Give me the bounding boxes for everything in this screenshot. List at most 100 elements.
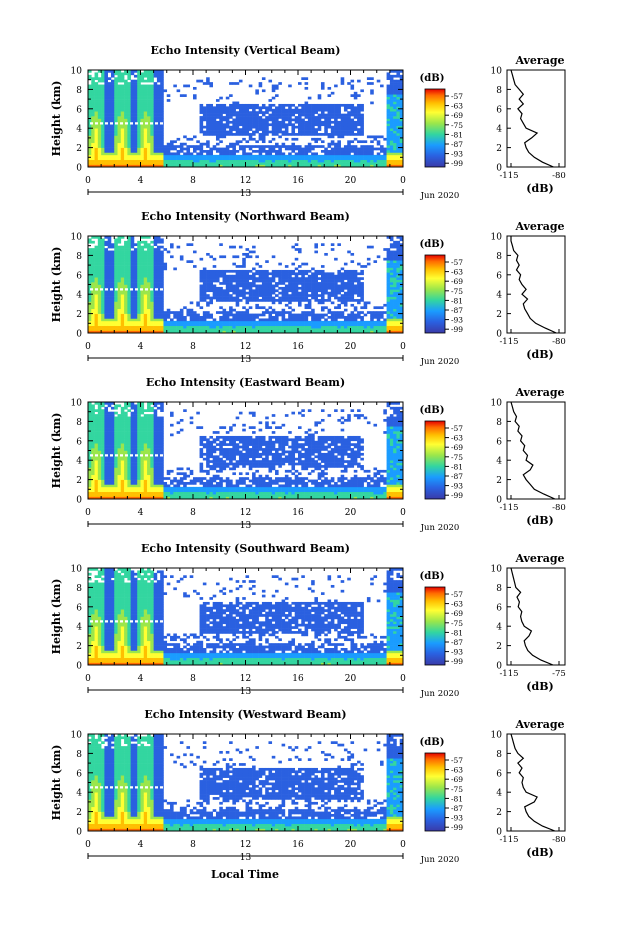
heatmap-cell: [127, 248, 131, 251]
heatmap-cell: [285, 304, 289, 307]
heatmap-cell: [393, 150, 397, 153]
heatmap-cell: [262, 104, 266, 107]
heatmap-cell: [393, 294, 397, 297]
heatmap-cell: [111, 150, 115, 153]
heatmap-cell: [147, 148, 151, 151]
heatmap-cell: [200, 321, 204, 324]
heatmap-cell: [114, 270, 118, 273]
heatmap-cell: [95, 157, 99, 160]
heatmap-cell: [190, 155, 194, 158]
heatmap-cell: [364, 306, 368, 309]
heatmap-cell: [137, 246, 141, 249]
heatmap-cell: [104, 299, 108, 302]
heatmap-cell: [134, 87, 138, 90]
heatmap-cell: [305, 270, 309, 273]
heatmap-cell: [318, 133, 322, 136]
heatmap-cell: [344, 152, 348, 155]
heatmap-cell: [337, 304, 341, 307]
heatmap-cell: [104, 102, 108, 105]
heatmap-cell: [377, 157, 381, 160]
heatmap-cell: [147, 311, 151, 314]
heatmap-cell: [259, 82, 263, 85]
heatmap-cell: [154, 135, 158, 138]
heatmap-cell: [295, 292, 299, 295]
heatmap-cell: [157, 131, 161, 134]
heatmap-cell: [337, 126, 341, 129]
heatmap-cell: [341, 128, 345, 131]
heatmap-cell: [200, 104, 204, 107]
heatmap-cell: [114, 255, 118, 258]
heatmap-cell: [209, 297, 213, 300]
heatmap-cell: [127, 297, 131, 300]
x-tick-label: 20: [345, 342, 357, 352]
heatmap-cell: [347, 152, 351, 155]
heatmap-cell: [229, 155, 233, 158]
heatmap-cell: [190, 243, 194, 246]
heatmap-cell: [124, 155, 128, 158]
heatmap-cell: [242, 272, 246, 275]
heatmap-cell: [239, 155, 243, 158]
heatmap-cell: [124, 306, 128, 309]
heatmap-cell: [324, 275, 328, 278]
heatmap-cell: [118, 145, 122, 148]
heatmap-cell: [337, 140, 341, 143]
heatmap-cell: [121, 80, 125, 83]
heatmap-cell: [387, 143, 391, 146]
heatmap-cell: [311, 277, 315, 280]
heatmap-cell: [390, 243, 394, 246]
heatmap-cell: [351, 85, 355, 88]
heatmap-cell: [351, 94, 355, 97]
heatmap-cell: [252, 251, 256, 254]
heatmap-cell: [134, 294, 138, 297]
heatmap-cell: [255, 270, 259, 273]
heatmap-cell: [223, 123, 227, 126]
heatmap-cell: [393, 116, 397, 119]
heatmap-cell: [314, 243, 318, 246]
heatmap-cell: [127, 246, 131, 249]
heatmap-cell: [118, 255, 122, 258]
heatmap-cell: [141, 143, 145, 146]
heatmap-cell: [354, 116, 358, 119]
heatmap-cell: [101, 150, 105, 153]
heatmap-cell: [111, 109, 115, 112]
heatmap-cell: [134, 114, 138, 117]
avg-y-tick-label: 2: [496, 144, 502, 154]
heatmap-cell: [157, 148, 161, 151]
heatmap-cell: [282, 145, 286, 148]
heatmap-cell: [387, 75, 391, 78]
heatmap-cell: [321, 309, 325, 312]
heatmap-cell: [95, 114, 99, 117]
heatmap-cell: [246, 287, 250, 290]
heatmap-cell: [186, 328, 190, 331]
heatmap-cell: [272, 287, 276, 290]
heatmap-cell: [341, 280, 345, 283]
heatmap-cell: [268, 285, 272, 288]
heatmap-cell: [393, 289, 397, 292]
heatmap-cell: [291, 326, 295, 329]
heatmap-cell: [357, 299, 361, 302]
heatmap-cell: [232, 299, 236, 302]
heatmap-cell: [147, 255, 151, 258]
heatmap-cell: [344, 157, 348, 160]
heatmap-cell: [298, 109, 302, 112]
heatmap-cell: [373, 321, 377, 324]
heatmap-cell: [246, 326, 250, 329]
heatmap-cell: [137, 318, 141, 321]
heatmap-cell: [314, 246, 318, 249]
heatmap-cell: [357, 277, 361, 280]
heatmap-cell: [396, 270, 400, 273]
heatmap-cell: [262, 280, 266, 283]
heatmap-cell: [334, 116, 338, 119]
heatmap-cell: [387, 306, 391, 309]
heatmap-cell: [147, 321, 151, 324]
heatmap-cell: [396, 140, 400, 143]
heatmap-cell: [144, 246, 148, 249]
heatmap-cell: [390, 253, 394, 256]
heatmap-cell: [223, 314, 227, 317]
heatmap-cell: [154, 89, 158, 92]
heatmap-cell: [334, 160, 338, 163]
heatmap-cell: [347, 114, 351, 117]
heatmap-cell: [124, 314, 128, 317]
heatmap-cell: [203, 292, 207, 295]
heatmap-cell: [305, 106, 309, 109]
